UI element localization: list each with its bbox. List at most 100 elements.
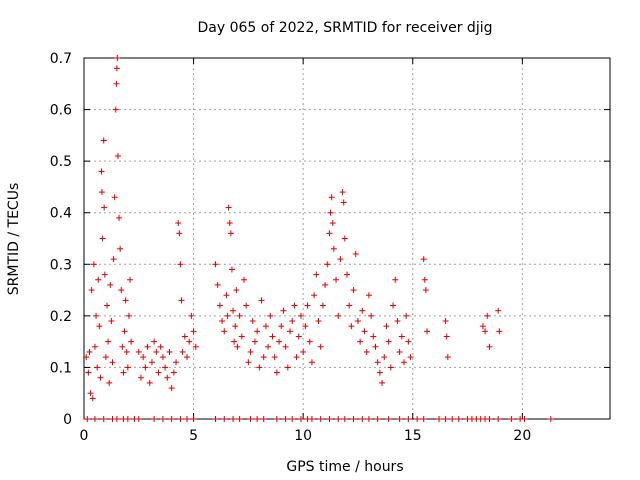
data-point xyxy=(238,333,245,340)
data-point xyxy=(278,323,285,330)
data-point xyxy=(327,209,334,216)
data-point-zero xyxy=(547,416,554,422)
data-point xyxy=(225,204,232,211)
data-point xyxy=(110,256,117,263)
data-point xyxy=(496,328,503,335)
data-point xyxy=(106,379,113,386)
data-point-zero xyxy=(100,416,107,422)
data-point xyxy=(176,230,183,237)
data-point xyxy=(482,328,489,335)
data-point xyxy=(98,189,105,196)
data-point-zero xyxy=(317,416,324,422)
data-point-zero xyxy=(91,416,98,422)
data-point xyxy=(108,318,115,325)
data-point-zero xyxy=(282,416,289,422)
data-point xyxy=(269,333,276,340)
data-point xyxy=(368,312,375,319)
data-point xyxy=(337,256,344,263)
y-tick-label: 0.5 xyxy=(50,154,72,170)
data-point-zero xyxy=(508,416,515,422)
data-point xyxy=(102,354,109,361)
data-point xyxy=(113,65,120,72)
data-point-zero xyxy=(326,416,333,422)
data-point xyxy=(227,230,234,237)
data-point xyxy=(95,276,102,283)
data-point-zero xyxy=(159,416,166,422)
data-point xyxy=(326,230,333,237)
y-tick-label: 0.1 xyxy=(50,360,72,376)
data-point-zero xyxy=(84,416,91,422)
data-point-zero xyxy=(236,416,243,422)
data-point xyxy=(170,369,177,376)
data-point xyxy=(83,354,90,361)
data-point xyxy=(127,276,134,283)
data-point-zero xyxy=(212,416,219,422)
data-point-zero xyxy=(168,416,175,422)
data-point xyxy=(179,348,186,355)
data-point xyxy=(118,287,125,294)
data-point xyxy=(234,343,241,350)
data-point xyxy=(104,302,111,309)
data-point xyxy=(86,348,93,355)
data-point-zero xyxy=(260,416,267,422)
data-point-zero xyxy=(184,416,191,422)
data-point-zero xyxy=(254,416,261,422)
data-point xyxy=(295,333,302,340)
data-point xyxy=(153,348,160,355)
data-point xyxy=(315,318,322,325)
data-point-zero xyxy=(486,416,493,422)
data-point xyxy=(407,354,414,361)
data-point xyxy=(247,348,254,355)
data-point xyxy=(297,312,304,319)
data-point xyxy=(390,302,397,309)
data-point xyxy=(116,214,123,221)
data-point xyxy=(97,374,104,381)
data-point xyxy=(311,292,318,299)
data-point xyxy=(280,307,287,314)
data-point-zero xyxy=(124,416,131,422)
data-point xyxy=(271,354,278,361)
data-point xyxy=(313,271,320,278)
data-point-zero xyxy=(521,416,528,422)
data-point xyxy=(348,323,355,330)
data-point xyxy=(230,307,237,314)
data-point xyxy=(322,281,329,288)
y-axis-label: SRMTID / TECUs xyxy=(6,183,22,296)
x-tick-label: 0 xyxy=(80,428,89,444)
y-tick-label: 0.6 xyxy=(50,103,72,119)
data-point xyxy=(98,168,105,175)
data-point xyxy=(372,343,379,350)
data-point xyxy=(354,318,361,325)
data-point xyxy=(162,364,169,371)
data-point xyxy=(254,328,261,335)
data-point xyxy=(192,343,199,350)
data-point xyxy=(329,220,336,227)
data-point-zero xyxy=(190,416,197,422)
data-point xyxy=(359,307,366,314)
data-point xyxy=(99,235,106,242)
data-point xyxy=(175,220,182,227)
data-point xyxy=(346,302,353,309)
x-tick-label: 5 xyxy=(189,428,198,444)
data-point xyxy=(109,359,116,366)
data-point-zero xyxy=(151,416,158,422)
data-point xyxy=(484,312,491,319)
data-point xyxy=(352,250,359,257)
data-point xyxy=(291,302,298,309)
data-point xyxy=(214,281,221,288)
data-point xyxy=(101,271,108,278)
y-tick-label: 0.2 xyxy=(50,309,72,325)
data-point xyxy=(125,312,132,319)
data-point xyxy=(276,338,283,345)
data-point xyxy=(400,359,407,366)
data-point xyxy=(101,204,108,211)
x-axis-label: GPS time / hours xyxy=(286,459,403,475)
data-point xyxy=(96,323,103,330)
x-tick-label: 15 xyxy=(404,428,422,444)
data-point xyxy=(224,312,231,319)
data-point xyxy=(236,312,243,319)
data-point xyxy=(128,338,135,345)
data-point xyxy=(93,312,100,319)
data-point xyxy=(117,245,124,252)
